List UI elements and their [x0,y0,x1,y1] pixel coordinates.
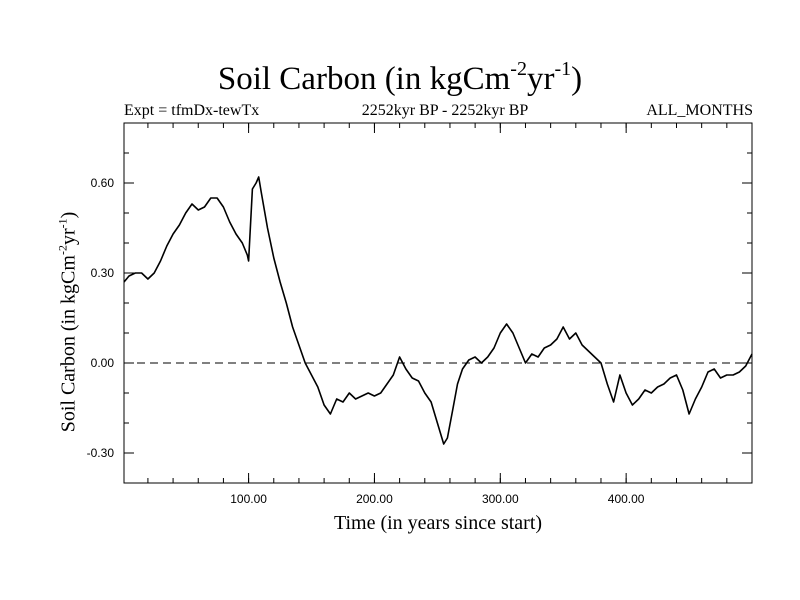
y-tick-label: 0.30 [91,266,115,280]
y-tick-label: -0.30 [87,446,115,460]
experiment-label: Expt = tfmDx-tewTx [124,102,260,119]
months-label: ALL_MONTHS [646,102,753,119]
chart-title: Soil Carbon (in kgCm-2yr-1) [217,58,583,97]
plot-frame [123,122,753,484]
y-axis-label: Soil Carbon (in kgCm-2yr-1) [55,211,80,433]
y-tick-label: 0.60 [91,176,115,190]
tick-marks [124,122,752,484]
x-tick-label: 400.00 [608,492,645,506]
x-axis-label: Time (in years since start) [333,512,543,534]
x-tick-label: 100.00 [230,492,267,506]
x-tick-label: 200.00 [356,492,393,506]
soil-carbon-series-line [123,176,753,445]
x-tick-label: 300.00 [482,492,519,506]
time-range-label: 2252kyr BP - 2252kyr BP [361,102,529,119]
tick-labels: -0.30 0.00 0.30 0.60 100.00 200.00 300.00 400.0… [87,176,645,506]
y-tick-label: 0.00 [91,356,115,370]
